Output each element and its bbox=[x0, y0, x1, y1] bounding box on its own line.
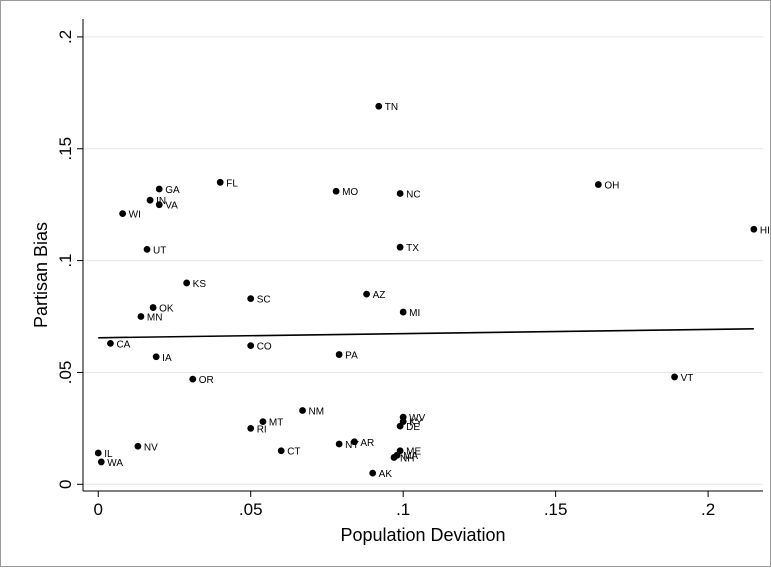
y-tick-label: .05 bbox=[56, 361, 75, 385]
y-axis-title: Partisan Bias bbox=[31, 222, 51, 328]
data-point-va bbox=[155, 201, 163, 209]
data-point-ut bbox=[143, 246, 151, 253]
data-point-fl bbox=[216, 178, 224, 186]
data-point-pa bbox=[335, 351, 343, 358]
x-tick-label: .1 bbox=[396, 500, 410, 519]
x-tick-label: .15 bbox=[544, 500, 568, 519]
point-label-nv: NV bbox=[144, 442, 158, 453]
point-label-de: DE bbox=[406, 422, 420, 433]
data-point-mi bbox=[399, 308, 407, 316]
data-point-ks bbox=[183, 279, 191, 287]
data-points: TN FL OH GA MO NC IN VA WI HI UT TX KS AZ SC OK MI MN CA CO… bbox=[94, 102, 770, 480]
point-label-mt: MT bbox=[269, 418, 283, 429]
point-label-me: ME bbox=[406, 447, 421, 458]
data-point-sc bbox=[247, 295, 255, 303]
point-label-mn: MN bbox=[147, 313, 163, 324]
point-label-tx: TX bbox=[406, 243, 419, 254]
point-label-or: OR bbox=[199, 375, 214, 386]
point-label-nc: NC bbox=[406, 189, 420, 200]
data-point-ri bbox=[247, 424, 255, 432]
point-label-nh: NH bbox=[400, 453, 414, 464]
point-label-ma: MA bbox=[403, 451, 418, 462]
data-point-in bbox=[146, 196, 154, 204]
data-point-nc bbox=[396, 190, 404, 197]
point-label-ar: AR bbox=[360, 438, 374, 449]
point-label-ct: CT bbox=[287, 447, 300, 458]
data-point-hi bbox=[750, 225, 758, 233]
point-label-mi: MI bbox=[409, 308, 420, 319]
data-point-oh bbox=[594, 181, 602, 188]
x-tick-label: .2 bbox=[701, 500, 715, 519]
point-label-pa: PA bbox=[345, 351, 358, 362]
data-point-or bbox=[189, 375, 197, 383]
data-point-mt bbox=[259, 418, 267, 426]
point-label-ky: KY bbox=[409, 418, 423, 429]
data-point-tx bbox=[396, 243, 404, 251]
point-label-wa: WA bbox=[107, 458, 123, 469]
point-label-mo: MO bbox=[342, 187, 358, 198]
point-label-fl: FL bbox=[226, 178, 238, 189]
point-label-ga: GA bbox=[165, 185, 180, 196]
point-label-ut: UT bbox=[153, 245, 166, 256]
data-point-nh bbox=[390, 454, 398, 461]
data-point-mo bbox=[332, 187, 340, 195]
y-tick-label: .15 bbox=[56, 137, 75, 161]
data-point-vt bbox=[671, 373, 678, 381]
data-point-co bbox=[247, 342, 255, 349]
data-point-mn bbox=[137, 313, 145, 320]
data-point-ga bbox=[155, 185, 163, 193]
data-point-wa bbox=[97, 458, 105, 466]
axes: 0 .05 .1 .15 .2 0 .05 .1 .15 .2 bbox=[56, 19, 763, 519]
data-point-ia bbox=[152, 353, 160, 361]
point-label-ak: AK bbox=[379, 469, 393, 480]
point-label-vt: VT bbox=[681, 373, 694, 384]
data-point-ok bbox=[149, 304, 157, 311]
point-label-ok: OK bbox=[159, 304, 174, 315]
data-point-wi bbox=[119, 210, 127, 218]
point-label-in: IN bbox=[156, 196, 166, 207]
point-label-ca: CA bbox=[116, 339, 130, 350]
data-point-ca bbox=[107, 339, 114, 347]
point-label-ri: RI bbox=[257, 424, 267, 435]
gridlines bbox=[83, 36, 763, 485]
point-label-co: CO bbox=[257, 342, 272, 353]
point-label-il: IL bbox=[104, 449, 113, 460]
point-label-tn: TN bbox=[385, 102, 398, 113]
point-label-az: AZ bbox=[373, 290, 386, 301]
y-tick-label: .2 bbox=[56, 30, 75, 44]
data-point-ar bbox=[350, 438, 358, 446]
point-label-sc: SC bbox=[257, 295, 271, 306]
data-point-ny bbox=[335, 440, 343, 448]
point-label-oh: OH bbox=[604, 181, 619, 192]
x-tick-label: 0 bbox=[94, 500, 103, 519]
point-label-wv: WV bbox=[409, 413, 425, 424]
data-point-az bbox=[363, 290, 370, 298]
data-point-ak bbox=[369, 469, 377, 477]
point-label-va: VA bbox=[165, 201, 178, 212]
data-point-nm bbox=[299, 407, 306, 414]
data-point-nv bbox=[134, 442, 142, 450]
data-point-tn bbox=[375, 102, 383, 110]
x-axis-title: Population Deviation bbox=[340, 525, 505, 545]
point-label-nm: NM bbox=[309, 406, 325, 417]
x-tick-label: .05 bbox=[239, 500, 263, 519]
fit-line bbox=[98, 328, 754, 339]
point-label-hi: HI bbox=[760, 225, 770, 236]
data-point-ct bbox=[277, 447, 285, 455]
y-tick-label: 0 bbox=[56, 480, 75, 489]
point-label-ia: IA bbox=[162, 353, 172, 364]
data-point-de bbox=[396, 422, 404, 430]
data-point-il bbox=[94, 449, 102, 457]
point-label-ks: KS bbox=[193, 279, 207, 290]
y-tick-label: .1 bbox=[56, 253, 75, 267]
point-label-ny: NY bbox=[345, 440, 359, 451]
point-label-wi: WI bbox=[129, 210, 141, 221]
fit-line-layer bbox=[98, 328, 754, 339]
